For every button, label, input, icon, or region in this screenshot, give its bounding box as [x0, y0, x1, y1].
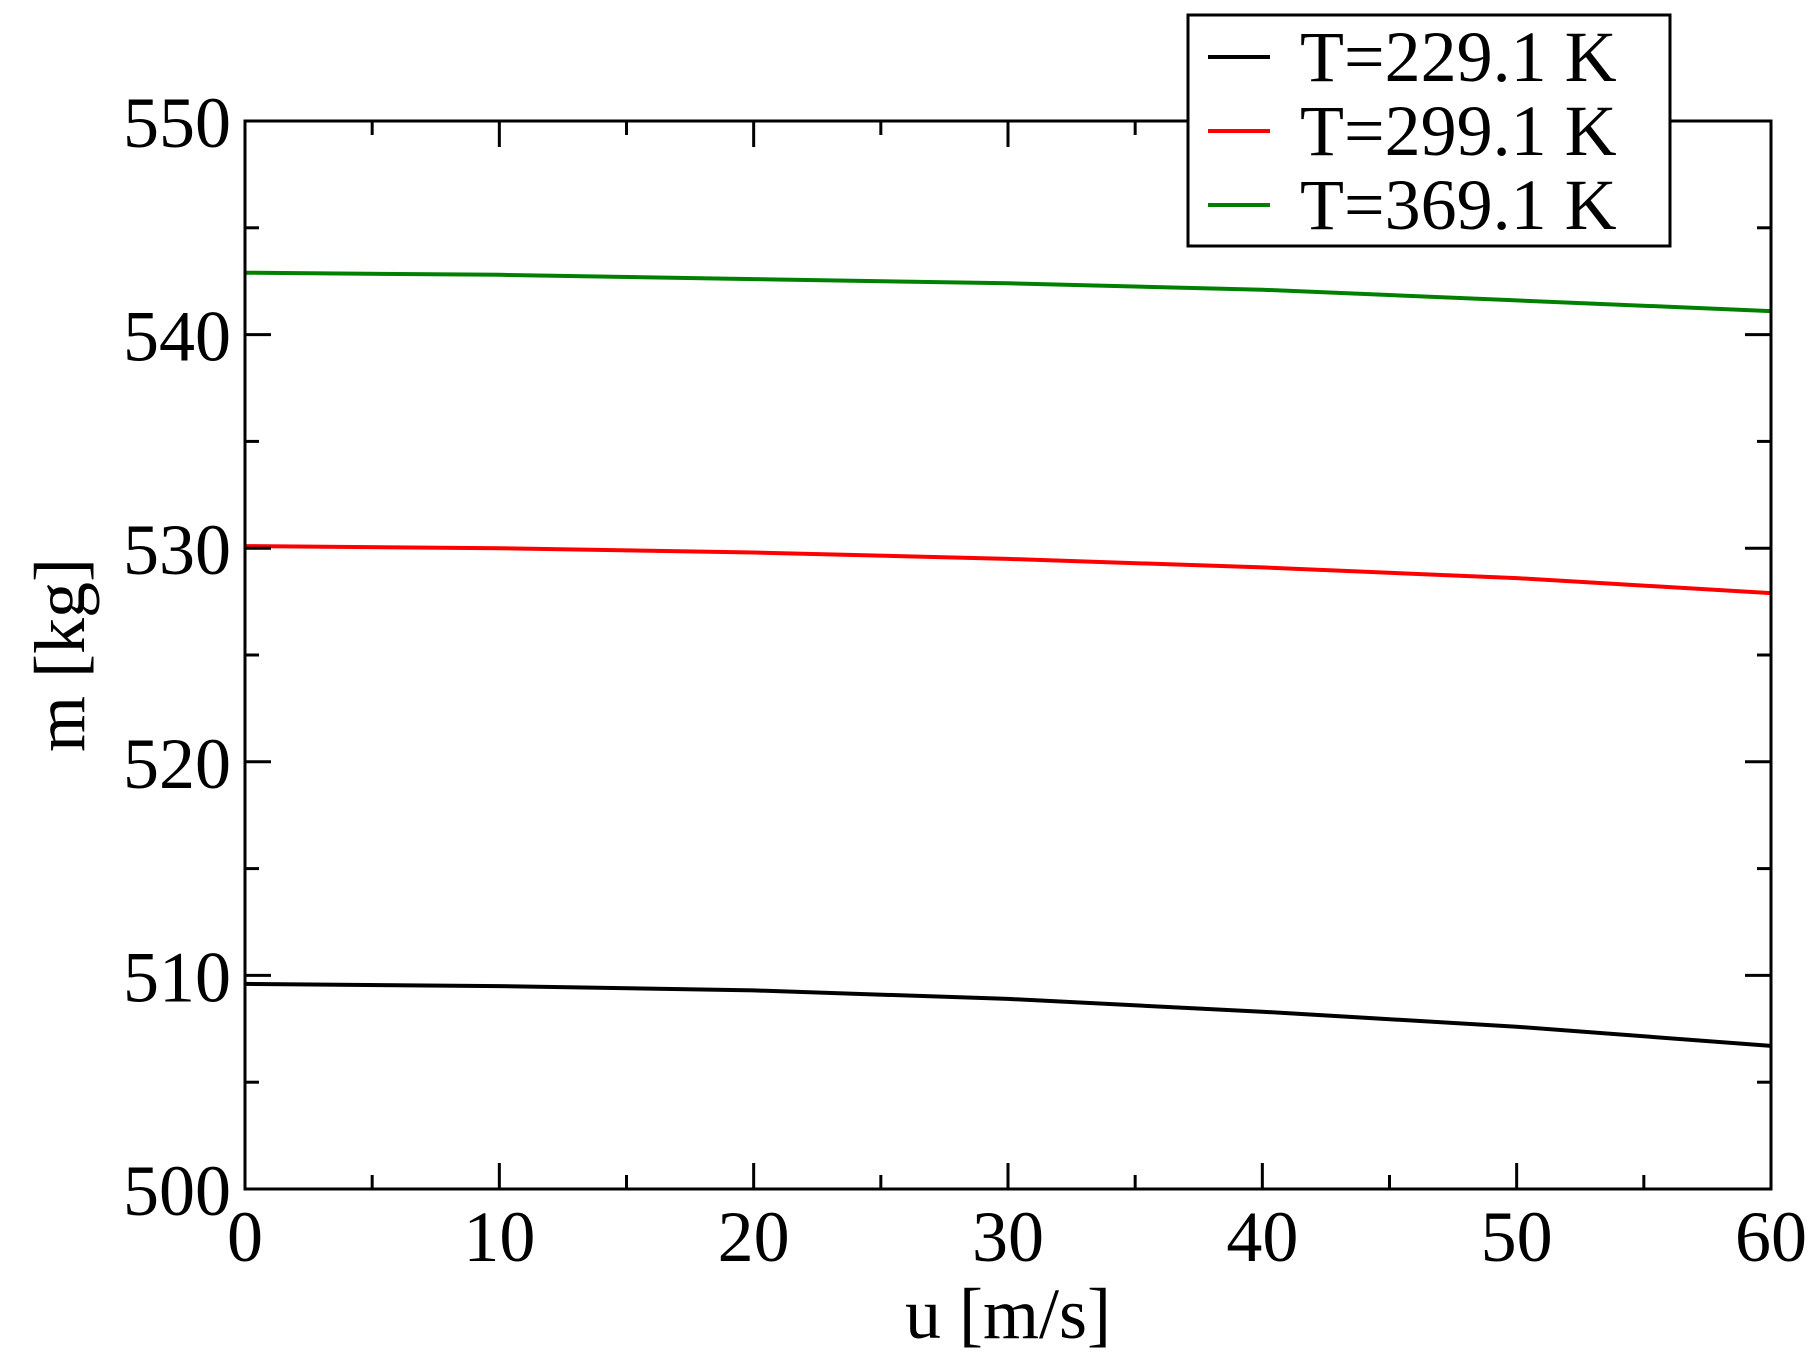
legend-label-2: T=299.1 K [1300, 91, 1617, 171]
x-tick-label: 0 [227, 1197, 263, 1277]
series-line-1 [245, 981, 1771, 1048]
axes-layer: 0 10 20 30 40 50 60 500 510 520 530 540 550 [123, 83, 1807, 1277]
series-line-3 [245, 270, 1771, 314]
legend-label-3: T=369.1 K [1300, 165, 1617, 245]
y-tick-label: 540 [123, 297, 231, 377]
y-tick-label: 510 [123, 937, 231, 1017]
y-tick-label: 530 [123, 510, 231, 590]
y-tick-label: 500 [123, 1151, 231, 1231]
y-tick-label: 550 [123, 83, 231, 163]
y-axis-label: m [kg] [20, 558, 100, 752]
x-axis-label: u [m/s] [905, 1274, 1111, 1354]
legend-label-1: T=229.1 K [1300, 17, 1617, 97]
x-tick-label: 30 [972, 1197, 1044, 1277]
x-tick-label: 40 [1226, 1197, 1298, 1277]
x-tick-label: 20 [718, 1197, 790, 1277]
y-tick-label: 520 [123, 724, 231, 804]
x-tick-label: 60 [1735, 1197, 1807, 1277]
x-tick-label: 50 [1481, 1197, 1553, 1277]
series-layer [245, 270, 1771, 1048]
x-tick-label: 10 [463, 1197, 535, 1277]
series-line-2 [245, 544, 1771, 596]
legend: T=229.1 KT=299.1 KT=369.1 K [1186, 13, 1672, 248]
